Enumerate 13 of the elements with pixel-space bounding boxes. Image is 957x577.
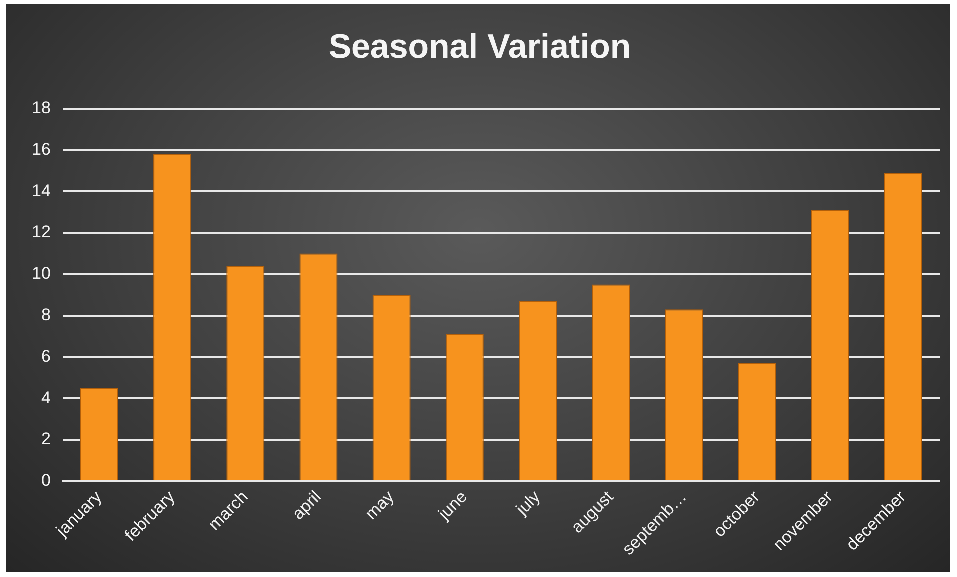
y-tick-label: 12 xyxy=(32,222,51,242)
y-tick-label: 2 xyxy=(41,430,51,449)
x-tick-label: july xyxy=(512,487,544,520)
y-tick-label: 4 xyxy=(41,388,51,408)
y-tick-label: 8 xyxy=(41,306,51,325)
chart-title: Seasonal Variation xyxy=(328,28,632,66)
y-tick-label: 16 xyxy=(32,140,51,159)
y-tick-label: 10 xyxy=(32,264,51,284)
y-tick-label: 14 xyxy=(32,181,51,200)
y-tick-label: 0 xyxy=(41,471,51,490)
x-tick-label: may xyxy=(362,487,398,524)
y-tick-label: 18 xyxy=(32,98,51,118)
y-tick-label: 6 xyxy=(41,346,51,366)
